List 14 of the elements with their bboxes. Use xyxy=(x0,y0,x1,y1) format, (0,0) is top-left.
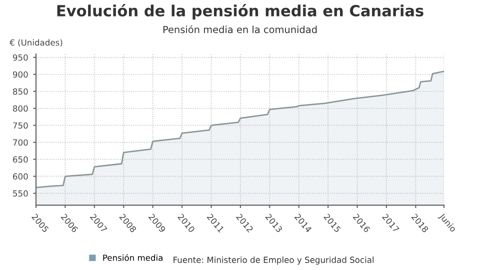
y-tick-label: 950 xyxy=(12,54,28,61)
y-axis-title: € (Unidades) xyxy=(10,39,62,47)
chart-subtitle: Pensión media en la comunidad xyxy=(163,25,317,34)
y-tick-label: 900 xyxy=(12,71,28,78)
y-tick-label: 700 xyxy=(13,139,28,146)
source-note: Fuente: Ministerio de Empleo y Seguridad Social xyxy=(174,256,374,265)
y-tick-label: 850 xyxy=(13,88,28,95)
y-tick-label: 800 xyxy=(13,105,28,112)
legend-label: Pensión media xyxy=(103,254,162,261)
y-tick-label: 750 xyxy=(13,122,28,129)
chart-title: Evolución de la pensión media en Canarias xyxy=(57,4,424,20)
y-tick-label: 650 xyxy=(13,156,28,163)
y-tick-label: 600 xyxy=(13,173,28,180)
y-tick-label: 550 xyxy=(13,190,28,197)
